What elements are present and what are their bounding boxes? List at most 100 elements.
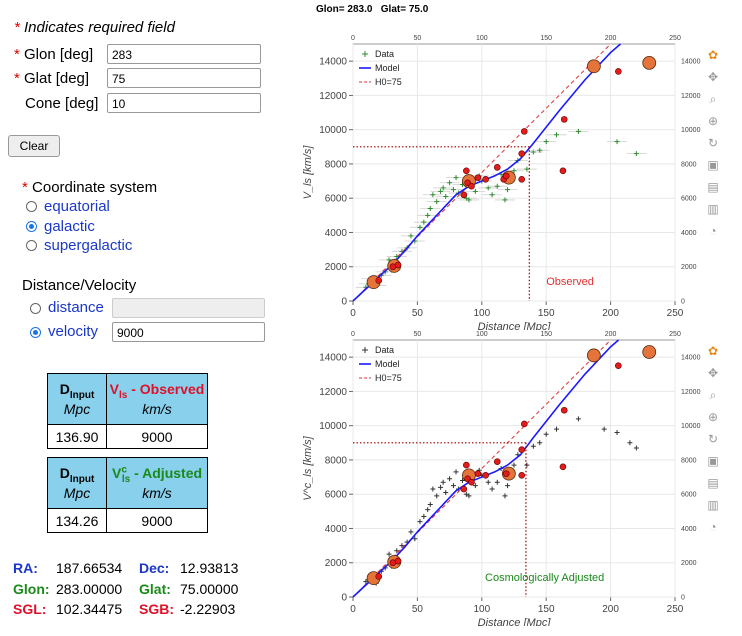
- radio-galactic[interactable]: [26, 221, 37, 232]
- sgl-label: SGL:: [13, 601, 47, 617]
- y-right-tick-label: 0: [681, 595, 685, 602]
- data-point: [472, 188, 478, 194]
- radio-distance[interactable]: [30, 303, 41, 314]
- x-top-tick-label: 150: [540, 331, 552, 338]
- x-tick-label: 200: [602, 308, 619, 319]
- x-tick-label: 200: [602, 604, 619, 615]
- y-tick-label: 10000: [319, 421, 347, 432]
- x-tick-label: 0: [350, 604, 356, 615]
- pan-icon[interactable]: ✥: [707, 366, 719, 380]
- x-top-tick-label: 50: [414, 35, 422, 42]
- data-point: [524, 462, 530, 468]
- velocity-label[interactable]: velocity: [48, 323, 99, 340]
- y-right-tick-label: 14000: [681, 355, 701, 362]
- reset-icon[interactable]: ↻: [707, 136, 719, 150]
- data-point: [417, 224, 423, 230]
- equatorial-label[interactable]: equatorial: [44, 198, 110, 215]
- data-point: [440, 479, 446, 485]
- distance-input[interactable]: [112, 298, 265, 318]
- hover-icon[interactable]: ▤: [707, 476, 719, 490]
- red-dot: [460, 485, 468, 493]
- data-point: [430, 486, 436, 492]
- data-point: [543, 139, 549, 145]
- logo-icon[interactable]: ✿: [707, 48, 719, 62]
- box-zoom-icon[interactable]: ⌕: [709, 388, 717, 402]
- chart-annotation: Cosmologically Adjusted: [485, 572, 604, 584]
- data-point: [537, 147, 543, 153]
- crosshair-icon[interactable]: ▥: [707, 202, 719, 216]
- logo-icon[interactable]: ✿: [707, 344, 719, 358]
- wheel-zoom-icon[interactable]: ⊕: [707, 114, 719, 128]
- y-right-tick-label: 6000: [681, 196, 697, 203]
- x-tick-label: 250: [667, 604, 684, 615]
- galactic-label[interactable]: galactic: [44, 218, 95, 235]
- box-zoom-icon[interactable]: ⌕: [709, 92, 717, 106]
- y-tick-label: 2000: [325, 262, 348, 273]
- glon-label: * Glon [deg]: [14, 46, 94, 63]
- observed-v-value: 9000: [106, 424, 208, 449]
- x-top-tick-label: 250: [669, 331, 681, 338]
- supergalactic-label[interactable]: supergalactic: [44, 237, 133, 254]
- pan-icon[interactable]: ✥: [707, 70, 719, 84]
- help-icon[interactable]: ◔: [709, 224, 717, 238]
- legend-data-label: Data: [375, 345, 394, 355]
- data-point: [502, 197, 508, 203]
- y-tick-label: 14000: [319, 57, 347, 68]
- distance-label[interactable]: distance: [48, 299, 104, 316]
- y-axis-label: V_ls [km/s]: [302, 145, 314, 200]
- reset-icon[interactable]: ↻: [707, 432, 719, 446]
- red-dot: [482, 472, 489, 479]
- save-icon[interactable]: ▣: [707, 158, 719, 172]
- red-dot: [482, 176, 489, 183]
- radio-supergalactic[interactable]: [26, 240, 37, 251]
- dec-label: Dec:: [139, 560, 170, 576]
- red-dot: [518, 176, 526, 183]
- data-point: [633, 151, 639, 157]
- help-icon[interactable]: ◔: [709, 520, 717, 534]
- red-dot: [502, 172, 510, 180]
- data-point: [453, 175, 459, 181]
- dec-value: 12.93813: [180, 560, 239, 576]
- clear-button[interactable]: Clear: [8, 135, 60, 157]
- red-dot: [560, 406, 568, 414]
- data-point: [489, 486, 495, 492]
- data-point: [633, 445, 639, 451]
- data-point: [425, 212, 431, 218]
- radio-equatorial[interactable]: [26, 201, 37, 212]
- hover-icon[interactable]: ▤: [707, 180, 719, 194]
- y-tick-label: 6000: [325, 490, 348, 501]
- header-glat: Glat= 75.0: [380, 4, 429, 15]
- required-note: * Indicates required field: [14, 19, 175, 36]
- glat-input[interactable]: 75: [107, 68, 261, 88]
- radio-velocity[interactable]: [30, 327, 41, 338]
- data-point: [463, 491, 469, 497]
- x-top-tick-label: 200: [605, 35, 617, 42]
- red-dot: [394, 557, 402, 565]
- x-tick-label: 150: [538, 308, 555, 319]
- glon-input[interactable]: 283: [107, 44, 261, 64]
- crosshair-icon[interactable]: ▥: [707, 498, 719, 512]
- y-tick-label: 14000: [319, 353, 347, 364]
- data-point: [447, 476, 453, 482]
- y-tick-label: 4000: [325, 228, 348, 239]
- x-tick-label: 0: [350, 308, 356, 319]
- adjusted-d-header: DInput Mpc: [47, 457, 107, 509]
- y-tick-label: 12000: [319, 387, 347, 398]
- x-tick-label: 150: [538, 604, 555, 615]
- group-circle: [642, 55, 657, 70]
- data-point: [394, 548, 400, 554]
- adjusted-table: DInput Mpc Vcls - Adjusted km/s 134.26 900…: [47, 457, 208, 533]
- data-point: [434, 199, 440, 205]
- header-glon: Glon= 283.0: [316, 4, 373, 15]
- save-icon[interactable]: ▣: [707, 454, 719, 468]
- velocity-input[interactable]: 9000: [112, 322, 265, 342]
- plot-toolbar-adjusted: ✿ ✥ ⌕ ⊕ ↻ ▣ ▤ ▥ ◔: [704, 344, 722, 544]
- cone-input[interactable]: 10: [107, 93, 261, 113]
- red-dot: [502, 470, 510, 477]
- x-tick-label: 250: [667, 308, 684, 319]
- red-dot: [493, 458, 501, 465]
- wheel-zoom-icon[interactable]: ⊕: [707, 410, 719, 424]
- data-point: [459, 477, 465, 483]
- data-point: [489, 192, 495, 198]
